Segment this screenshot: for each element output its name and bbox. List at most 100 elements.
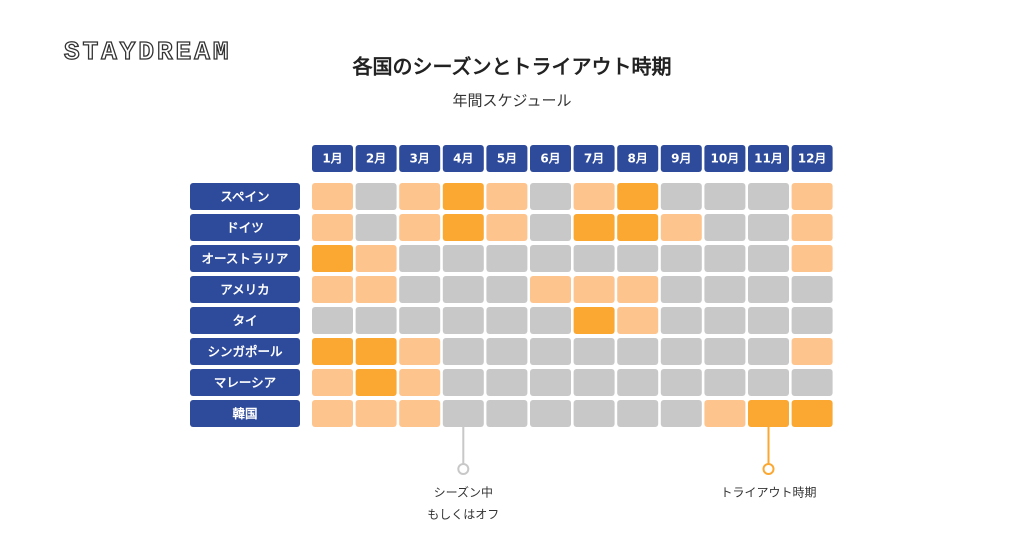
cell (573, 338, 615, 365)
cell (486, 400, 528, 427)
month-header (791, 145, 833, 172)
cell (704, 245, 746, 272)
legend-dot (457, 463, 470, 475)
cell (748, 245, 789, 272)
cell (312, 400, 353, 427)
cell (748, 338, 789, 365)
cell (573, 307, 615, 334)
cell (486, 369, 528, 396)
cell (791, 307, 833, 334)
cell (660, 338, 702, 365)
country-label: マレーシア (214, 375, 276, 390)
month-label: 4月 (453, 152, 473, 166)
cell (312, 183, 353, 210)
cell (312, 214, 353, 241)
month-header (530, 145, 571, 172)
month-label: 10月 (711, 152, 740, 166)
cell (355, 369, 397, 396)
cell (442, 338, 484, 365)
cell (530, 369, 571, 396)
cell (355, 400, 397, 427)
month-header (312, 145, 353, 172)
cell (355, 276, 397, 303)
country-box (190, 400, 300, 427)
legend-dot (762, 463, 775, 475)
cell (660, 307, 702, 334)
country-label: ドイツ (226, 220, 264, 235)
month-label: 8月 (628, 152, 648, 166)
month-label: 6月 (540, 152, 560, 166)
cell (791, 183, 833, 210)
country-label: 韓国 (232, 406, 257, 421)
cell (312, 369, 353, 396)
subtitle: 年間スケジュール (453, 92, 572, 110)
legend-label: もしくはオフ (427, 508, 499, 522)
cell (660, 400, 702, 427)
country-box (190, 183, 300, 210)
cell (442, 276, 484, 303)
month-label: 9月 (671, 152, 691, 166)
cell (660, 276, 702, 303)
cell (791, 369, 833, 396)
month-label: 3月 (410, 152, 430, 166)
cell (748, 214, 789, 241)
cell (399, 245, 441, 272)
cell (791, 276, 833, 303)
logo: STAYDREAM (64, 37, 231, 67)
cell (704, 369, 746, 396)
cell (486, 214, 528, 241)
cell (573, 245, 615, 272)
legend-label: トライアウト時期 (720, 486, 816, 500)
cell (704, 338, 746, 365)
country-box (190, 369, 300, 396)
cell (617, 245, 659, 272)
month-header (617, 145, 659, 172)
legend-label: シーズン中 (434, 485, 493, 500)
cell (399, 276, 441, 303)
cell (704, 183, 746, 210)
cell (748, 276, 789, 303)
cell (617, 307, 659, 334)
country-box (190, 214, 300, 241)
cell (573, 369, 615, 396)
month-label: 1月 (322, 152, 342, 166)
country-label: タイ (232, 313, 257, 328)
country-label: アメリカ (220, 282, 269, 297)
cell (399, 400, 441, 427)
country-box (190, 307, 300, 334)
cell (355, 245, 397, 272)
cell (660, 183, 702, 210)
cell (486, 276, 528, 303)
cell (748, 183, 789, 210)
month-label: 2月 (366, 152, 386, 166)
cell (486, 245, 528, 272)
cell (530, 307, 571, 334)
cell (660, 245, 702, 272)
cell (573, 214, 615, 241)
month-header (660, 145, 702, 172)
country-label: スペイン (220, 189, 269, 204)
cell (355, 307, 397, 334)
cell (617, 214, 659, 241)
month-label: 12月 (798, 152, 827, 166)
cell (312, 276, 353, 303)
cell (355, 214, 397, 241)
month-label: 11月 (754, 152, 783, 166)
cell (486, 338, 528, 365)
month-header (748, 145, 789, 172)
cell (399, 183, 441, 210)
cell (704, 400, 746, 427)
cell (704, 214, 746, 241)
cell (530, 338, 571, 365)
month-header (486, 145, 528, 172)
cell (573, 276, 615, 303)
month-header (704, 145, 746, 172)
cell (355, 338, 397, 365)
month-header (573, 145, 615, 172)
cell (617, 338, 659, 365)
cell (399, 307, 441, 334)
cell (791, 400, 833, 427)
cell (442, 214, 484, 241)
month-header (442, 145, 484, 172)
cell (486, 183, 528, 210)
